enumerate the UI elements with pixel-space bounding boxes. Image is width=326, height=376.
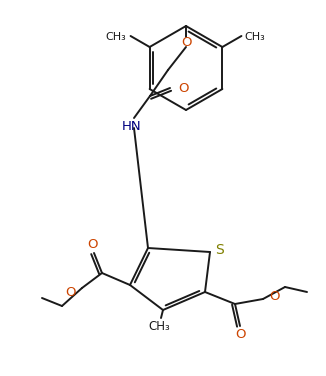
- Text: O: O: [269, 291, 279, 303]
- Text: S: S: [215, 243, 223, 257]
- Text: CH₃: CH₃: [244, 32, 265, 42]
- Text: O: O: [178, 82, 188, 94]
- Text: HN: HN: [122, 120, 142, 132]
- Text: O: O: [181, 35, 191, 49]
- Text: O: O: [235, 329, 245, 341]
- Text: O: O: [87, 238, 97, 252]
- Text: CH₃: CH₃: [148, 320, 170, 332]
- Text: O: O: [66, 285, 76, 299]
- Text: CH₃: CH₃: [106, 32, 126, 42]
